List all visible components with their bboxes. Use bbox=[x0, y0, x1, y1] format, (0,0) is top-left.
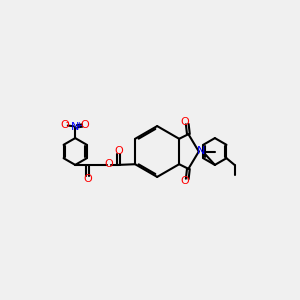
Text: N: N bbox=[71, 122, 80, 132]
Text: O: O bbox=[180, 176, 189, 186]
Text: O: O bbox=[60, 120, 69, 130]
Text: O: O bbox=[80, 120, 89, 130]
Text: O: O bbox=[83, 174, 92, 184]
Text: O: O bbox=[105, 159, 114, 169]
Text: N: N bbox=[197, 146, 205, 156]
Text: +: + bbox=[75, 121, 82, 130]
Text: -: - bbox=[65, 118, 68, 127]
Text: O: O bbox=[114, 146, 123, 155]
Text: O: O bbox=[180, 117, 189, 127]
